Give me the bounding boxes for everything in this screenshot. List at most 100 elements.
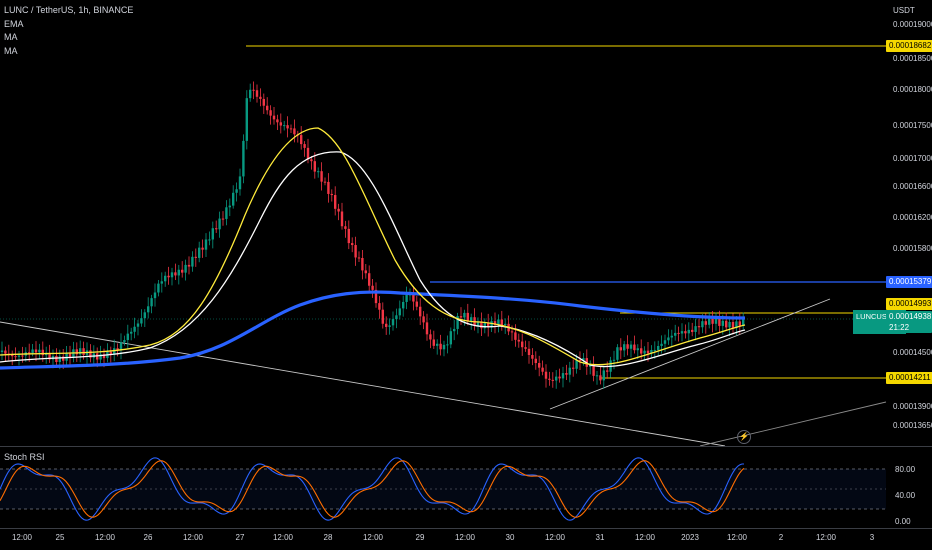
candle-body: [589, 365, 592, 367]
candle-body: [442, 344, 446, 350]
candle-body: [555, 376, 558, 381]
candle-body: [340, 211, 344, 227]
time-tick: 12:00: [634, 533, 656, 542]
stoch-rsi-pane[interactable]: [0, 448, 932, 528]
rsi-level-40: 40.00: [895, 491, 916, 500]
candle-body: [643, 350, 646, 354]
rsi-level-0: 0.00: [895, 517, 911, 526]
price-tick: 0.00015800: [893, 244, 932, 253]
candle-body: [11, 354, 14, 357]
candle-body: [517, 339, 520, 342]
price-tick: 0.00016600: [893, 182, 932, 191]
candle-body: [133, 326, 136, 332]
candle-body: [667, 337, 670, 341]
candle-body: [177, 269, 180, 276]
candle-body: [68, 353, 72, 357]
candle-body: [616, 347, 619, 360]
candle-body: [691, 329, 694, 332]
indicator-ema[interactable]: EMA: [4, 18, 24, 29]
candle-body: [619, 347, 622, 351]
candle-body: [521, 341, 524, 348]
candle-body: [524, 347, 527, 349]
ma-200-line: [0, 290, 746, 370]
ma-line: [0, 151, 746, 368]
candle-body: [718, 318, 721, 326]
time-tick: 12:00: [182, 533, 204, 542]
time-tick: 12:00: [726, 533, 748, 542]
candle-body: [531, 354, 534, 359]
candle-body: [225, 207, 228, 219]
candle-body: [388, 325, 391, 327]
candle-body: [463, 312, 466, 318]
candle-body: [534, 358, 537, 364]
candle-body: [266, 105, 269, 111]
last-price-value-box[interactable]: 0.00014938 21:22: [886, 311, 932, 333]
candle-body: [660, 343, 663, 346]
candle-body: [245, 98, 248, 141]
candle-body: [181, 269, 184, 273]
candle-body: [558, 376, 561, 379]
candle-body: [561, 373, 565, 379]
candle-body: [272, 115, 276, 120]
stoch-d-line: [0, 460, 745, 518]
candle-body: [565, 373, 568, 375]
candle-body: [446, 344, 449, 346]
uptrend-line: [549, 298, 831, 410]
price-tag-top-level[interactable]: 0.00018682: [886, 40, 932, 52]
candle-body: [714, 318, 718, 324]
candle-body: [541, 367, 544, 372]
candle-body: [130, 331, 133, 334]
candle-body: [347, 228, 350, 244]
candle-body: [82, 348, 85, 355]
price-tag-bottom-level[interactable]: 0.00014211: [886, 372, 932, 384]
time-tick: 12:00: [11, 533, 33, 542]
candle-body: [306, 147, 310, 160]
candle-body: [725, 320, 728, 328]
price-tick: 0.00013900: [893, 402, 932, 411]
candle-body: [48, 352, 51, 360]
candle-body: [405, 294, 408, 302]
candle-body: [514, 332, 517, 340]
main-price-chart[interactable]: [0, 0, 932, 446]
candle-body: [238, 176, 242, 190]
candle-body: [215, 228, 218, 230]
time-tick: 30: [505, 533, 515, 542]
candle-body: [34, 349, 38, 353]
candle-body: [504, 323, 507, 326]
price-tag-mid-level[interactable]: 0.00014993: [886, 298, 932, 310]
time-tick: 3: [869, 533, 875, 542]
candle-body: [626, 344, 629, 349]
candle-body: [147, 306, 150, 313]
candle-body: [174, 272, 177, 276]
price-tick: 0.00018000: [893, 85, 932, 94]
pane-separator[interactable]: [0, 446, 932, 447]
candle-body: [456, 316, 459, 329]
indicator-ma-1[interactable]: MA: [4, 32, 18, 42]
candle-body: [102, 354, 106, 359]
candle-body: [242, 140, 245, 177]
candle-body: [483, 322, 486, 329]
lightning-icon[interactable]: ⚡: [737, 430, 751, 444]
price-tag-blue-level[interactable]: 0.00015379: [886, 276, 932, 288]
candle-body: [490, 321, 493, 328]
candle-body: [136, 323, 140, 327]
candle-body: [412, 294, 415, 302]
candle-body: [395, 315, 398, 320]
candle-body: [704, 321, 707, 325]
candle-body: [123, 340, 126, 343]
candle-body: [184, 264, 187, 273]
candle-body: [544, 371, 548, 379]
candle-body: [119, 342, 123, 351]
rsi-title[interactable]: Stoch RSI: [4, 452, 45, 462]
candle-body: [419, 306, 422, 317]
bar-countdown: 21:22: [889, 323, 910, 332]
candle-body: [14, 356, 17, 358]
candle-body: [623, 344, 626, 351]
stoch-k-line: [0, 457, 744, 521]
candle-body: [606, 370, 609, 372]
candle-body: [422, 316, 425, 323]
candle-body: [398, 308, 401, 316]
indicator-ma-2[interactable]: MA: [4, 45, 18, 56]
symbol-title[interactable]: LUNC / TetherUS, 1h, BINANCE: [4, 5, 134, 15]
candle-body: [487, 322, 490, 328]
